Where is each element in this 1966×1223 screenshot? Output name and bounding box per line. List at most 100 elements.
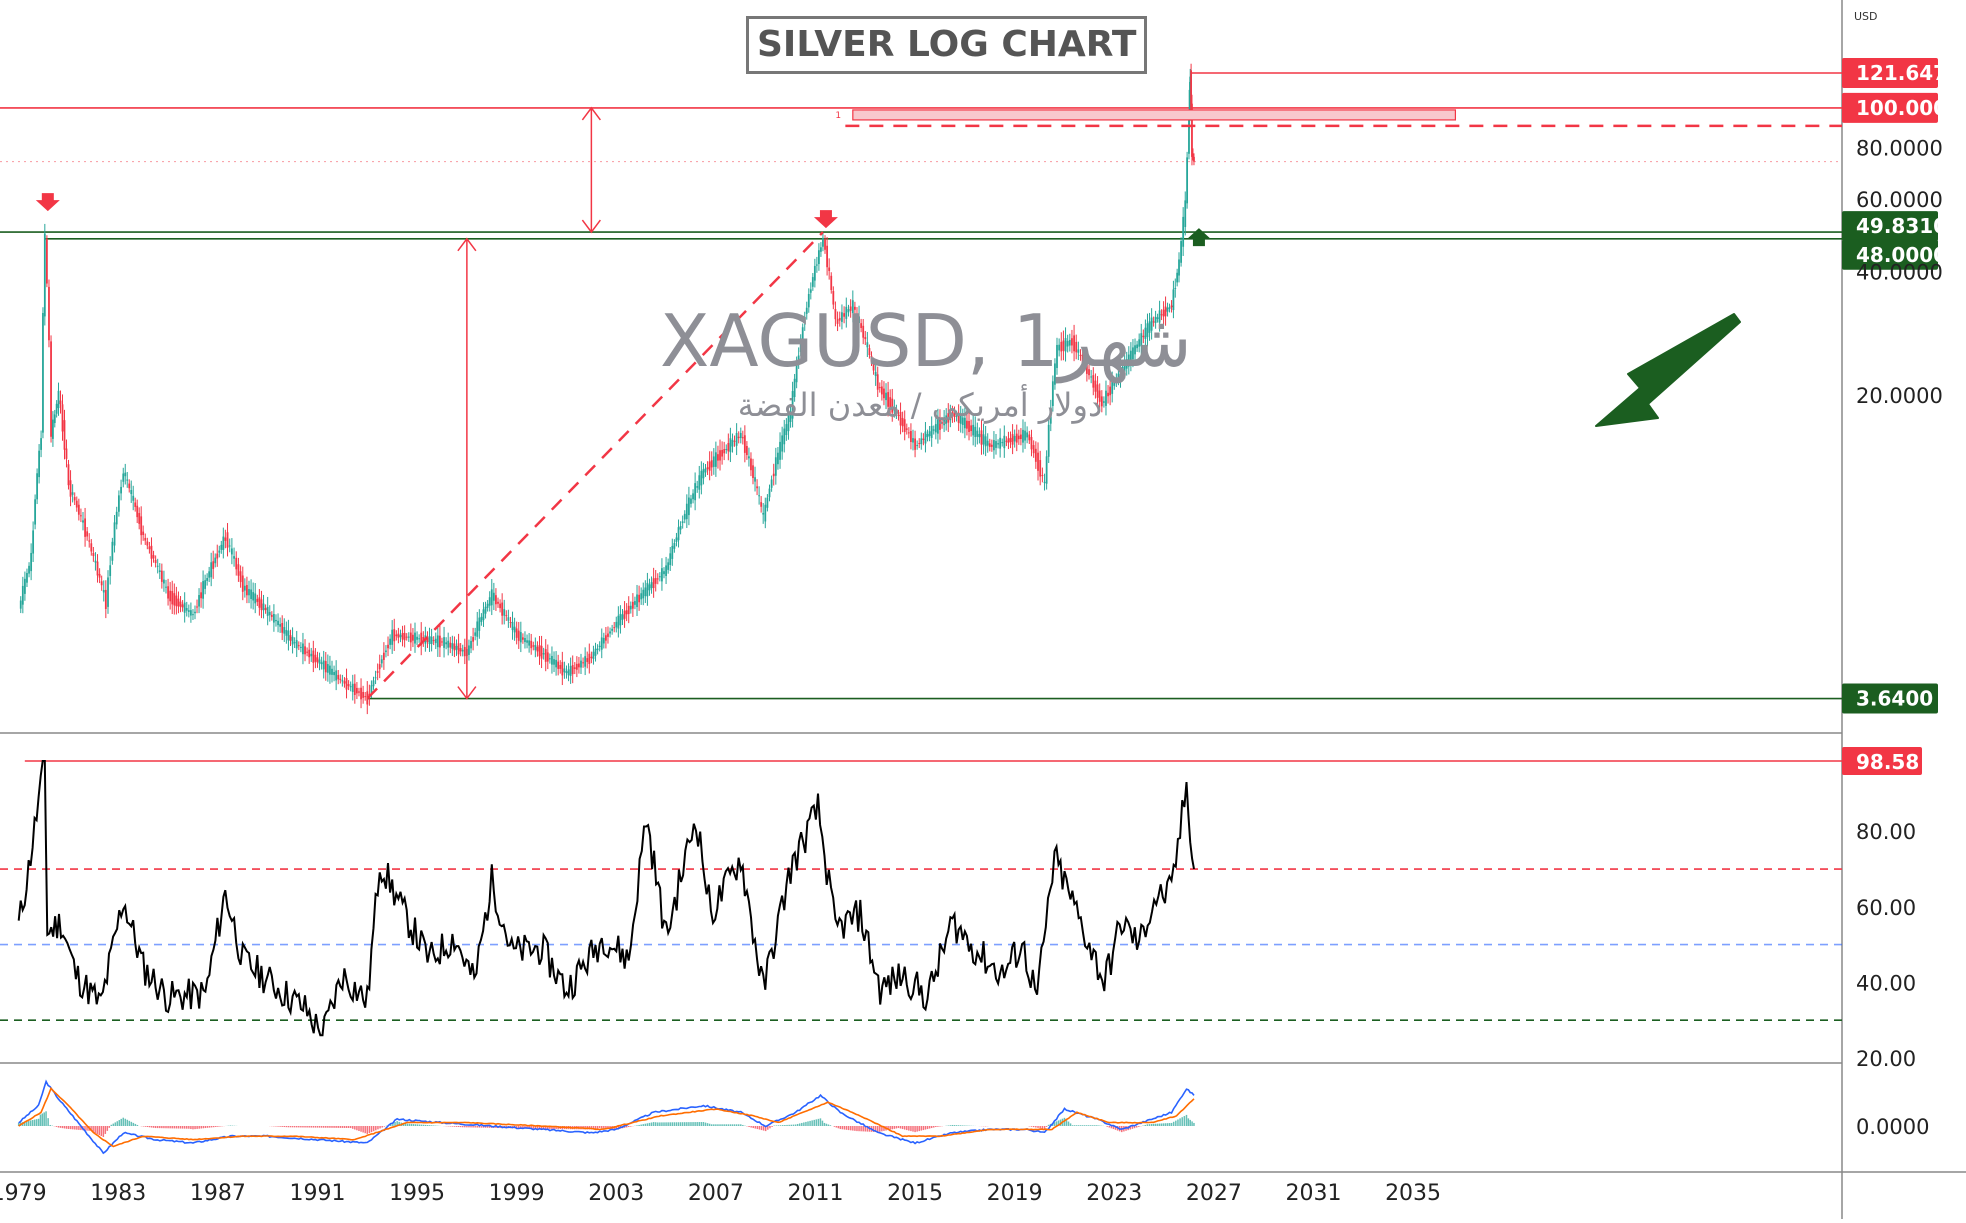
price-candle xyxy=(723,449,726,454)
price-level-badge xyxy=(1842,211,1938,242)
price-candle xyxy=(293,642,296,644)
price-candle xyxy=(453,643,456,651)
price-candle xyxy=(401,632,404,640)
price-candle xyxy=(1174,287,1177,289)
price-candle xyxy=(797,355,800,362)
price-candle xyxy=(752,465,754,478)
price-candle xyxy=(329,665,331,675)
price-candle xyxy=(40,438,42,450)
price-candle xyxy=(175,595,178,607)
price-candle xyxy=(501,602,504,616)
price-candle xyxy=(459,647,462,652)
price-candle xyxy=(791,391,794,419)
price-candle xyxy=(347,684,350,687)
price-candle xyxy=(858,316,860,324)
price-candle xyxy=(173,593,176,606)
price-candle xyxy=(636,594,638,608)
price-candle xyxy=(1132,347,1134,360)
price-candle xyxy=(1011,434,1014,445)
price-candle xyxy=(73,497,76,501)
price-candle xyxy=(297,645,300,647)
price-candle xyxy=(1032,445,1035,454)
price-candle xyxy=(993,440,995,451)
price-level-label: 100.0000 xyxy=(1856,96,1961,120)
arrow-down-marker xyxy=(813,210,838,229)
price-candle xyxy=(43,233,46,317)
price-candle xyxy=(1188,89,1191,121)
price-candle xyxy=(590,656,593,659)
price-candle xyxy=(345,678,348,690)
price-candle xyxy=(1134,345,1136,355)
price-candle xyxy=(602,637,605,644)
price-candle xyxy=(947,413,950,423)
price-candle xyxy=(573,667,576,669)
price-candle xyxy=(1003,435,1006,449)
price-candle xyxy=(393,629,396,642)
price-candle xyxy=(77,504,80,515)
price-candle xyxy=(976,430,979,437)
price-candle xyxy=(102,590,105,593)
price-candle xyxy=(262,603,265,611)
price-candle xyxy=(428,636,431,645)
price-candle xyxy=(706,467,709,470)
price-candle xyxy=(1094,380,1097,392)
price-candle xyxy=(834,309,837,320)
price-candle xyxy=(874,371,877,377)
price-candle xyxy=(887,392,889,407)
price-candle xyxy=(331,668,333,675)
time-axis-tick: 1979 xyxy=(0,1181,47,1206)
price-candle xyxy=(571,665,574,675)
price-candle xyxy=(717,454,719,461)
price-candle xyxy=(609,631,611,634)
price-candle xyxy=(218,550,221,553)
price-level-label: 49.8310 xyxy=(1856,214,1947,238)
price-candle xyxy=(694,483,697,501)
price-candle xyxy=(889,397,892,408)
price-candle xyxy=(192,614,194,616)
price-candle xyxy=(891,398,894,413)
measure-label: 1 xyxy=(835,111,841,121)
price-candle xyxy=(665,565,667,576)
price-candle xyxy=(820,247,822,252)
price-axis-tick: 60.0000 xyxy=(1856,188,1943,212)
price-candle xyxy=(258,597,261,608)
price-candle xyxy=(264,608,267,611)
price-candle xyxy=(482,609,485,621)
price-candle xyxy=(988,443,991,447)
price-candle xyxy=(822,237,824,247)
price-candle xyxy=(212,561,215,569)
price-candle xyxy=(972,424,975,436)
price-candle xyxy=(1079,354,1082,356)
price-candle xyxy=(358,691,360,693)
price-candle xyxy=(277,620,279,626)
price-candle xyxy=(937,419,939,434)
price-candle xyxy=(669,553,672,565)
price-candle xyxy=(1138,339,1141,347)
price-candle xyxy=(534,644,537,651)
price-candle xyxy=(1193,156,1195,162)
price-candle xyxy=(515,628,518,638)
price-candle xyxy=(414,632,416,644)
price-candle xyxy=(67,464,70,486)
price-candle xyxy=(768,488,771,498)
price-candle xyxy=(169,590,172,602)
price-candle xyxy=(389,638,391,645)
measure-arrow-head xyxy=(581,219,601,234)
price-candle xyxy=(532,645,535,647)
price-candle xyxy=(364,696,367,698)
price-candle xyxy=(275,619,277,622)
price-candle xyxy=(250,589,252,599)
price-candle xyxy=(683,513,686,520)
price-candle xyxy=(966,420,968,429)
price-candle xyxy=(237,564,240,576)
price-candle xyxy=(372,680,375,687)
price-candle xyxy=(1054,363,1056,385)
price-candle xyxy=(930,425,933,438)
price-candle xyxy=(109,565,112,576)
price-candle xyxy=(1148,321,1151,333)
price-candle xyxy=(416,636,418,640)
price-candle xyxy=(1140,333,1143,347)
price-candle xyxy=(588,653,591,664)
price-candle xyxy=(132,495,135,501)
